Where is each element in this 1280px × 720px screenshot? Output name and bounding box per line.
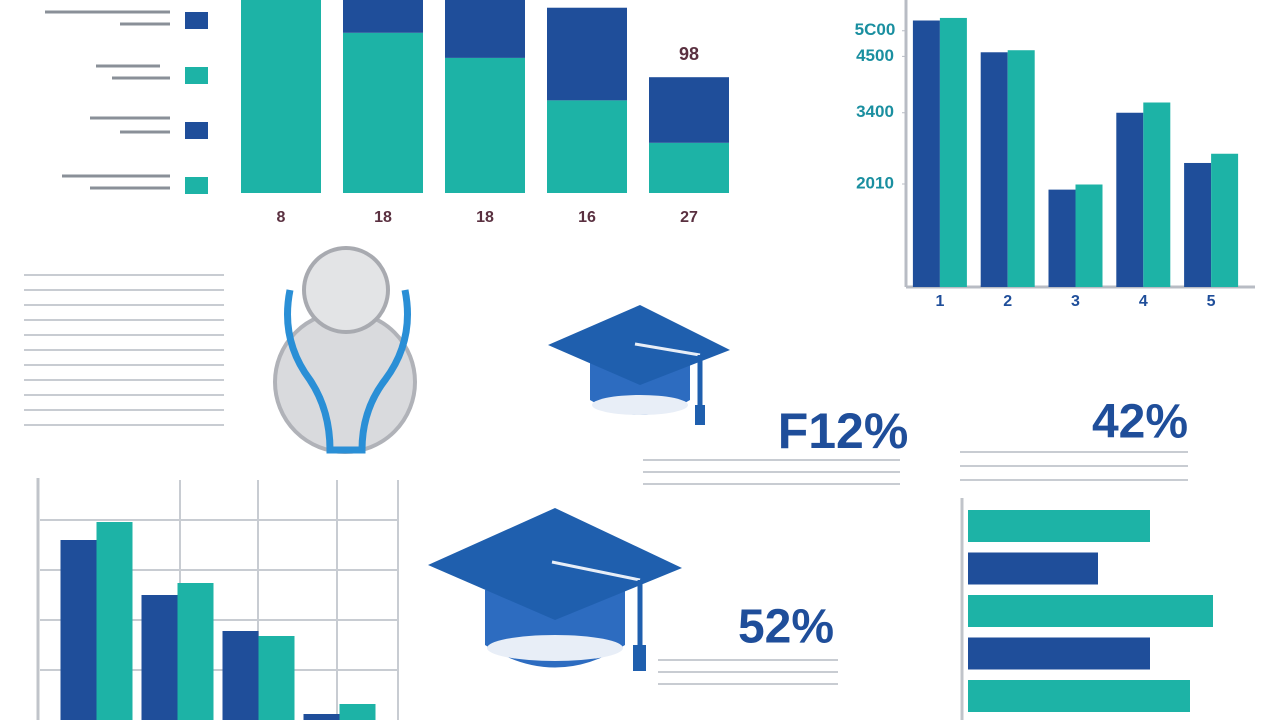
y-tick-label: 3400 (856, 102, 894, 121)
y-tick-label: 4500 (856, 46, 894, 65)
bar-segment (547, 7, 627, 101)
bar (60, 540, 97, 720)
legend (45, 10, 208, 194)
bar (968, 510, 1150, 542)
legend-scribble (45, 10, 170, 190)
bar-segment (343, 32, 423, 194)
bar (96, 522, 133, 720)
bar (1116, 112, 1144, 287)
callout: 52% (738, 601, 834, 654)
bar (258, 636, 295, 720)
bar (339, 704, 376, 720)
bar (968, 552, 1098, 585)
bar-segment (445, 0, 525, 58)
stethoscope-icon (273, 246, 417, 454)
x-tick-label: 3 (1071, 293, 1080, 310)
bar (1184, 162, 1212, 287)
bar (222, 631, 259, 720)
legend-swatch (185, 122, 208, 139)
bar (980, 52, 1008, 288)
bar (1143, 102, 1171, 287)
callout: F12% (778, 403, 909, 459)
bar (1075, 184, 1103, 287)
x-tick-label: 2 (1003, 293, 1012, 310)
legend-swatch (185, 67, 208, 84)
paragraph-lines (24, 274, 1188, 685)
bar (968, 680, 1190, 712)
bar (1048, 189, 1076, 287)
bar-segment (547, 100, 627, 193)
y-tick-label: 5C00 (855, 20, 896, 39)
grad-cap-icon (428, 508, 682, 671)
x-tick-label: 1 (935, 293, 944, 310)
x-tick-label: 16 (578, 209, 596, 226)
legend-swatch (185, 177, 208, 194)
bar-segment (241, 0, 321, 193)
x-tick-label: 18 (374, 209, 392, 226)
bar (1007, 50, 1035, 287)
y-tick-label: 2010 (856, 173, 894, 192)
bar (141, 595, 178, 720)
annotation: 98 (679, 44, 699, 64)
bar (177, 583, 214, 720)
bar (968, 595, 1213, 627)
bar (912, 20, 940, 287)
x-tick-label: 4 (1139, 293, 1148, 310)
bar (1211, 153, 1239, 287)
x-tick-label: 5 (1207, 293, 1216, 310)
bar (939, 17, 967, 287)
bar (303, 714, 340, 720)
x-tick-label: 8 (277, 209, 286, 226)
bar (968, 637, 1150, 670)
bar-segment (343, 0, 423, 33)
bar-segment (445, 57, 525, 194)
callout: 42% (1092, 396, 1188, 449)
legend-swatch (185, 12, 208, 29)
bar-segment (649, 142, 729, 193)
grad-cap-icon (548, 305, 730, 425)
x-tick-label: 18 (476, 209, 494, 226)
bar-segment (649, 77, 729, 143)
x-tick-label: 27 (680, 209, 698, 226)
